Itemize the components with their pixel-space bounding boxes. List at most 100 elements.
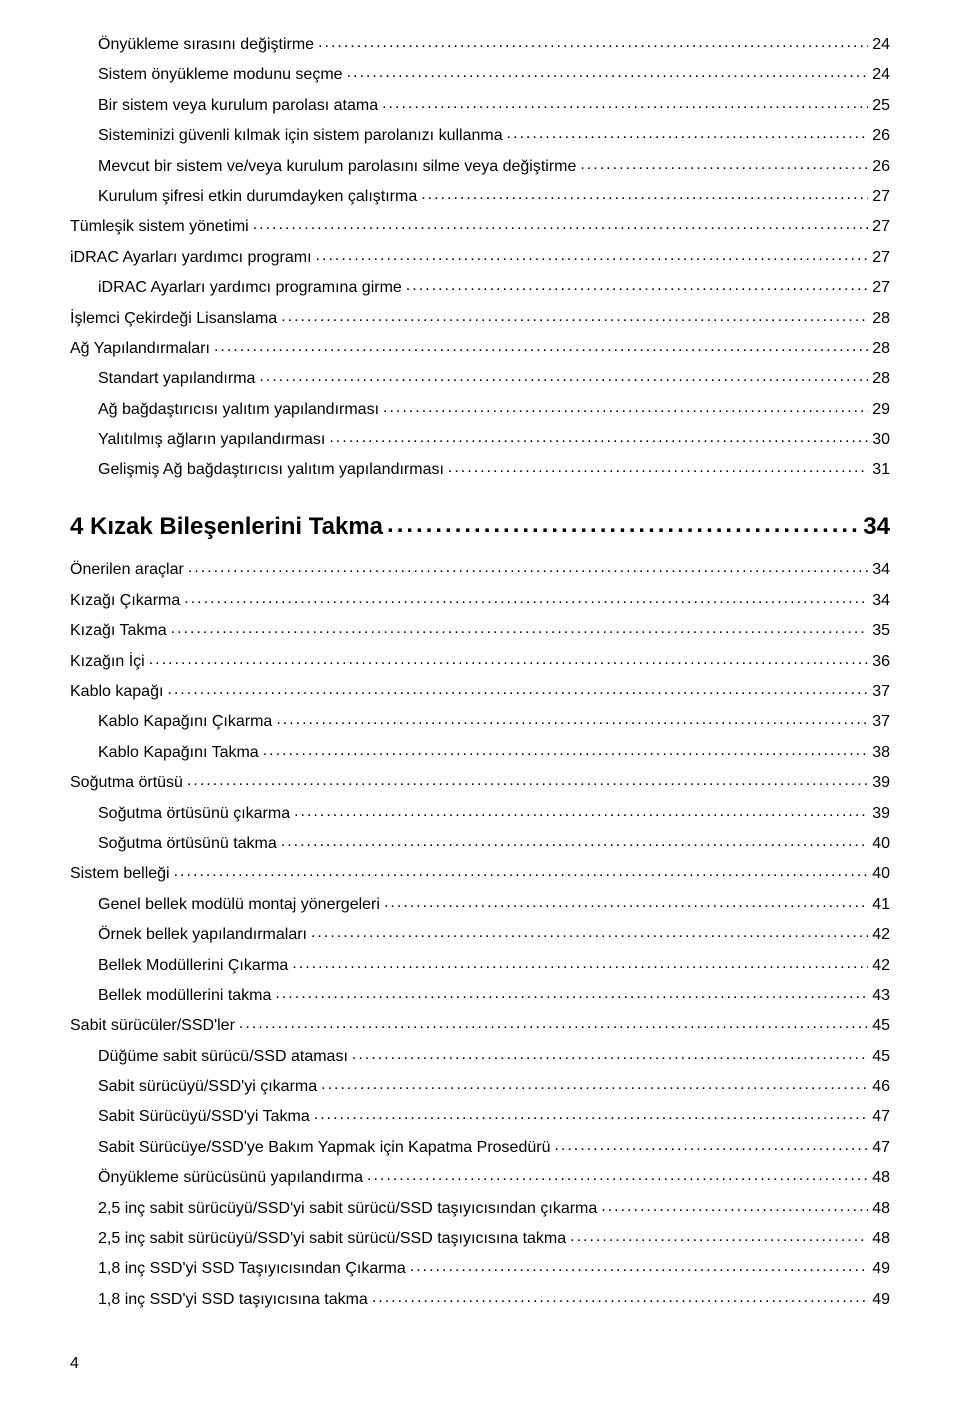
toc-entry[interactable]: Tümleşik sistem yönetimi27 bbox=[70, 212, 890, 242]
toc-entry[interactable]: Genel bellek modülü montaj yönergeleri41 bbox=[70, 890, 890, 920]
toc-entry[interactable]: Bellek modüllerini takma 43 bbox=[70, 981, 890, 1011]
toc-entry-leader bbox=[275, 979, 868, 1009]
toc-entry-title: iDRAC Ayarları yardımcı programı bbox=[70, 243, 312, 273]
toc-entry-page: 25 bbox=[872, 91, 890, 121]
toc-entry[interactable]: iDRAC Ayarları yardımcı programı27 bbox=[70, 243, 890, 273]
toc-entry[interactable]: Ağ bağdaştırıcısı yalıtım yapılandırması… bbox=[70, 395, 890, 425]
toc-entry-leader bbox=[263, 736, 869, 766]
toc-entry[interactable]: 2,5 inç sabit sürücüyü/SSD'yi sabit sürü… bbox=[70, 1224, 890, 1254]
toc-entry[interactable]: Kablo kapağı 37 bbox=[70, 677, 890, 707]
toc-entry[interactable]: Önyükleme sürücüsünü yapılandırma 48 bbox=[70, 1163, 890, 1193]
toc-entry-page: 37 bbox=[872, 707, 890, 737]
toc-entry[interactable]: Sabit Sürücüye/SSD'ye Bakım Yapmak için … bbox=[70, 1133, 890, 1163]
toc-entry-page: 49 bbox=[872, 1254, 890, 1284]
toc-entry-page: 34 bbox=[863, 504, 890, 550]
toc-entry-title: Kurulum şifresi etkin durumdayken çalışt… bbox=[98, 182, 417, 212]
toc-entry-title: Bir sistem veya kurulum parolası atama bbox=[98, 91, 378, 121]
toc-entry-title: Sabit Sürücüyü/SSD'yi Takma bbox=[98, 1102, 310, 1132]
toc-entry[interactable]: Ağ Yapılandırmaları28 bbox=[70, 334, 890, 364]
toc-entry[interactable]: Örnek bellek yapılandırmaları42 bbox=[70, 920, 890, 950]
toc-entry-title: Gelişmiş Ağ bağdaştırıcısı yalıtım yapıl… bbox=[98, 455, 444, 485]
toc-entry-title: Soğutma örtüsünü çıkarma bbox=[98, 799, 290, 829]
toc-entry-page: 48 bbox=[872, 1163, 890, 1193]
toc-entry[interactable]: Sabit Sürücüyü/SSD'yi Takma47 bbox=[70, 1102, 890, 1132]
toc-entry-leader bbox=[184, 584, 868, 614]
toc-entry-leader bbox=[314, 1100, 868, 1130]
toc-entry[interactable]: Önerilen araçlar 34 bbox=[70, 555, 890, 585]
toc-entry-leader bbox=[187, 766, 868, 796]
toc-entry-leader bbox=[214, 332, 868, 362]
toc-entry[interactable]: Yalıtılmış ağların yapılandırması30 bbox=[70, 425, 890, 455]
toc-entry[interactable]: İşlemci Çekirdeği Lisanslama28 bbox=[70, 304, 890, 334]
toc-entry[interactable]: Bir sistem veya kurulum parolası atama 25 bbox=[70, 91, 890, 121]
toc-entry-title: Kablo Kapağını Takma bbox=[98, 738, 259, 768]
toc-entry[interactable]: iDRAC Ayarları yardımcı programına girme… bbox=[70, 273, 890, 303]
toc-entry[interactable]: Kablo Kapağını Takma38 bbox=[70, 738, 890, 768]
toc-entry-leader bbox=[318, 28, 868, 58]
toc-page: Önyükleme sırasını değiştirme24Sistem ön… bbox=[0, 0, 960, 1413]
toc-entry-leader bbox=[311, 918, 868, 948]
toc-entry-page: 48 bbox=[872, 1224, 890, 1254]
toc-entry-page: 37 bbox=[872, 677, 890, 707]
toc-entry-leader bbox=[410, 1252, 868, 1282]
toc-list: Önyükleme sırasını değiştirme24Sistem ön… bbox=[70, 30, 890, 1315]
toc-entry-title: Önyükleme sürücüsünü yapılandırma bbox=[98, 1163, 363, 1193]
toc-entry[interactable]: Sistem belleği40 bbox=[70, 859, 890, 889]
toc-entry-title: 2,5 inç sabit sürücüyü/SSD'yi sabit sürü… bbox=[98, 1194, 597, 1224]
toc-entry[interactable]: Gelişmiş Ağ bağdaştırıcısı yalıtım yapıl… bbox=[70, 455, 890, 485]
toc-entry-page: 34 bbox=[872, 555, 890, 585]
toc-entry-title: Kablo kapağı bbox=[70, 677, 163, 707]
toc-entry-title: 2,5 inç sabit sürücüyü/SSD'yi sabit sürü… bbox=[98, 1224, 566, 1254]
toc-entry[interactable]: Bellek Modüllerini Çıkarma42 bbox=[70, 951, 890, 981]
toc-entry-page: 26 bbox=[872, 121, 890, 151]
toc-entry-title: Ağ bağdaştırıcısı yalıtım yapılandırması bbox=[98, 395, 379, 425]
toc-entry[interactable]: Sabit sürücüyü/SSD'yi çıkarma46 bbox=[70, 1072, 890, 1102]
toc-entry-leader bbox=[281, 827, 868, 857]
toc-entry-leader bbox=[406, 271, 868, 301]
toc-entry[interactable]: Kablo Kapağını Çıkarma37 bbox=[70, 707, 890, 737]
toc-entry[interactable]: Önyükleme sırasını değiştirme24 bbox=[70, 30, 890, 60]
toc-entry-page: 27 bbox=[872, 273, 890, 303]
toc-entry-page: 40 bbox=[872, 859, 890, 889]
toc-entry-leader bbox=[384, 888, 868, 918]
toc-entry-title: iDRAC Ayarları yardımcı programına girme bbox=[98, 273, 402, 303]
toc-entry[interactable]: Soğutma örtüsünü çıkarma39 bbox=[70, 799, 890, 829]
toc-entry-page: 29 bbox=[872, 395, 890, 425]
toc-entry-page: 43 bbox=[872, 981, 890, 1011]
toc-entry-leader bbox=[601, 1192, 868, 1222]
toc-entry-page: 42 bbox=[872, 951, 890, 981]
toc-entry[interactable]: Mevcut bir sistem ve/veya kurulum parola… bbox=[70, 152, 890, 182]
toc-entry-title: Örnek bellek yapılandırmaları bbox=[98, 920, 307, 950]
toc-entry-title: Soğutma örtüsünü takma bbox=[98, 829, 277, 859]
toc-entry-leader bbox=[316, 241, 869, 271]
toc-entry-page: 28 bbox=[872, 364, 890, 394]
toc-entry[interactable]: 1,8 inç SSD'yi SSD taşıyıcısına takma49 bbox=[70, 1285, 890, 1315]
toc-entry-leader bbox=[149, 645, 869, 675]
toc-entry-page: 27 bbox=[872, 182, 890, 212]
toc-entry-leader bbox=[448, 453, 868, 483]
toc-entry-title: Ağ Yapılandırmaları bbox=[70, 334, 210, 364]
toc-entry[interactable]: Kurulum şifresi etkin durumdayken çalışt… bbox=[70, 182, 890, 212]
toc-entry-leader bbox=[167, 675, 868, 705]
toc-entry[interactable]: Soğutma örtüsünü takma40 bbox=[70, 829, 890, 859]
toc-entry[interactable]: 2,5 inç sabit sürücüyü/SSD'yi sabit sürü… bbox=[70, 1194, 890, 1224]
toc-entry[interactable]: Düğüme sabit sürücü/SSD ataması45 bbox=[70, 1042, 890, 1072]
toc-entry[interactable]: Sisteminizi güvenli kılmak için sistem p… bbox=[70, 121, 890, 151]
toc-entry-title: Kızağı Takma bbox=[70, 616, 167, 646]
toc-entry[interactable]: 1,8 inç SSD'yi SSD Taşıyıcısından Çıkarm… bbox=[70, 1254, 890, 1284]
toc-entry[interactable]: Kızağın İçi36 bbox=[70, 647, 890, 677]
toc-entry-leader bbox=[507, 119, 869, 149]
toc-entry[interactable]: Soğutma örtüsü39 bbox=[70, 768, 890, 798]
toc-entry-title: Önerilen araçlar bbox=[70, 555, 184, 585]
toc-entry-page: 48 bbox=[872, 1194, 890, 1224]
toc-entry[interactable]: Kızağı Takma35 bbox=[70, 616, 890, 646]
toc-entry[interactable]: Sistem önyükleme modunu seçme24 bbox=[70, 60, 890, 90]
toc-entry-page: 24 bbox=[872, 30, 890, 60]
toc-entry-title: Standart yapılandırma bbox=[98, 364, 255, 394]
toc-entry-leader bbox=[329, 423, 868, 453]
toc-entry[interactable]: Kızağı Çıkarma34 bbox=[70, 586, 890, 616]
toc-section-entry[interactable]: 4 Kızak Bileşenlerini Takma34 bbox=[70, 504, 890, 550]
toc-entry[interactable]: Sabit sürücüler/SSD'ler45 bbox=[70, 1011, 890, 1041]
toc-entry[interactable]: Standart yapılandırma 28 bbox=[70, 364, 890, 394]
toc-entry-title: Bellek modüllerini takma bbox=[98, 981, 271, 1011]
